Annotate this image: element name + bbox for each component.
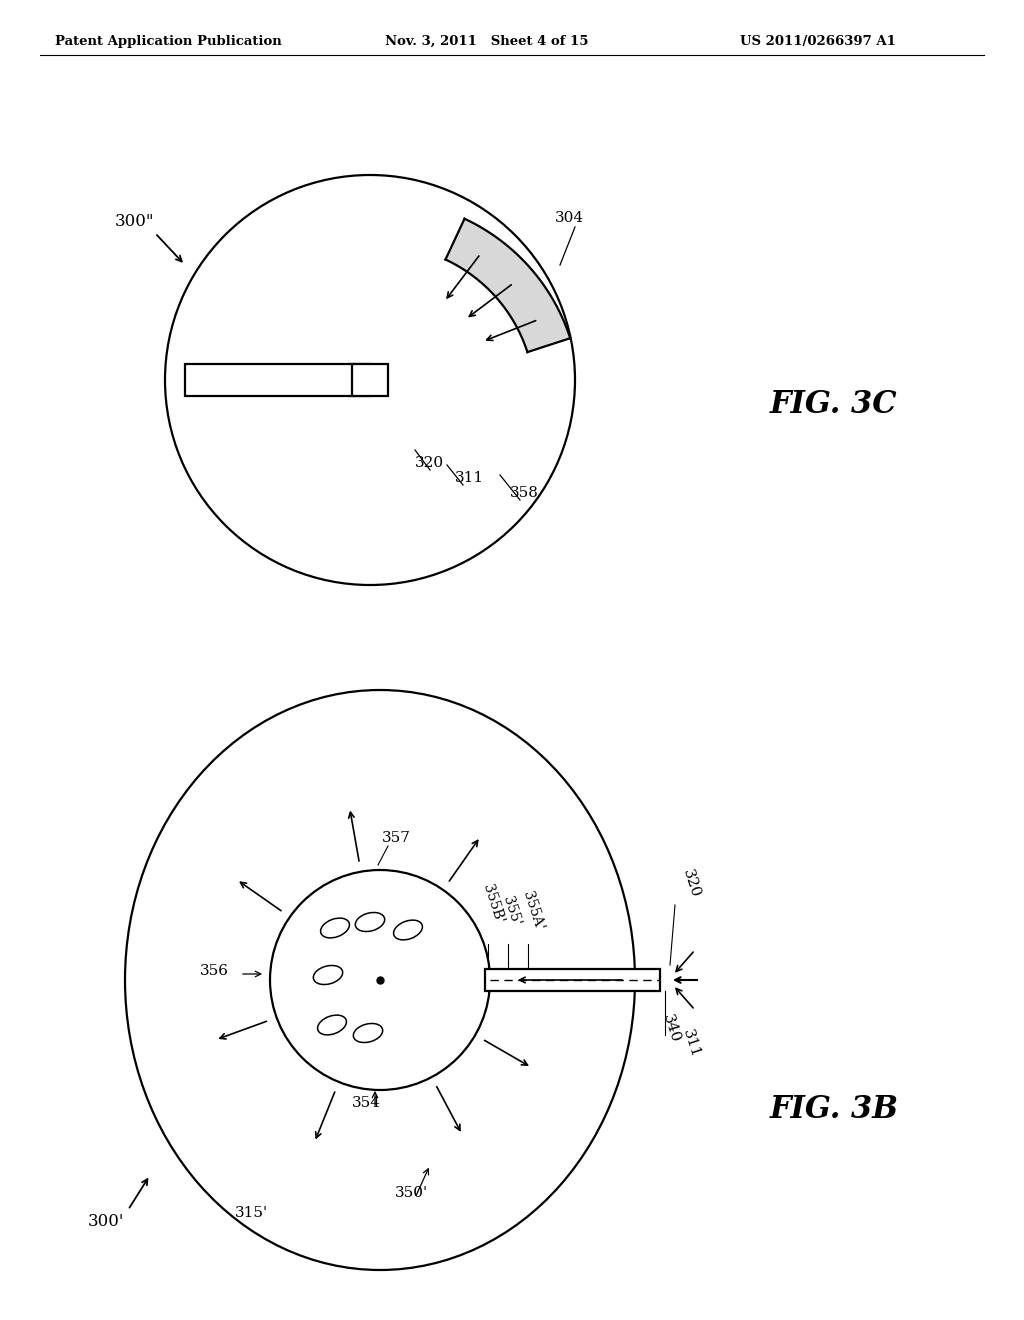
Text: 357: 357 — [382, 832, 411, 845]
Text: 311: 311 — [455, 471, 484, 484]
Text: 315': 315' — [234, 1206, 268, 1220]
Text: 300': 300' — [88, 1213, 124, 1230]
Text: 350': 350' — [395, 1185, 428, 1200]
Text: 300": 300" — [115, 213, 155, 230]
Bar — [352, 364, 388, 396]
Text: FIG. 3B: FIG. 3B — [770, 1094, 899, 1125]
Bar — [185, 364, 370, 396]
Text: 340: 340 — [660, 1012, 682, 1045]
Text: 358: 358 — [510, 486, 539, 500]
Text: Nov. 3, 2011   Sheet 4 of 15: Nov. 3, 2011 Sheet 4 of 15 — [385, 36, 589, 48]
Text: 304: 304 — [555, 211, 584, 224]
Text: FIG. 3C: FIG. 3C — [770, 389, 897, 420]
Text: Patent Application Publication: Patent Application Publication — [55, 36, 282, 48]
Text: US 2011/0266397 A1: US 2011/0266397 A1 — [740, 36, 896, 48]
Text: 320: 320 — [680, 869, 702, 900]
Text: 311: 311 — [680, 1028, 702, 1060]
Text: 355B': 355B' — [480, 882, 506, 925]
Text: 355A': 355A' — [520, 890, 546, 932]
Polygon shape — [445, 219, 570, 352]
Text: 356: 356 — [200, 964, 229, 978]
Text: 355': 355' — [500, 895, 522, 928]
Bar — [485, 969, 660, 991]
Text: 354: 354 — [352, 1096, 381, 1110]
Text: 320: 320 — [415, 455, 444, 470]
